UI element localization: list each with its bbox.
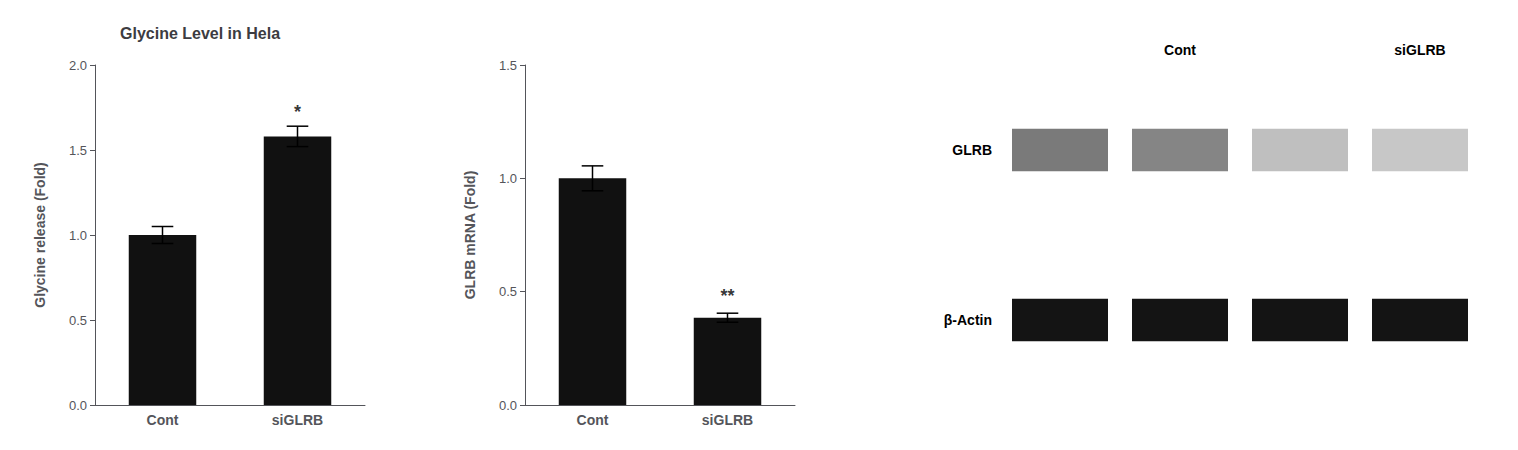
svg-text:*: * bbox=[294, 102, 301, 122]
svg-text:1.5: 1.5 bbox=[69, 143, 87, 158]
svg-text:siGLRB: siGLRB bbox=[272, 412, 323, 428]
svg-text:2.0: 2.0 bbox=[69, 58, 87, 73]
svg-text:1.0: 1.0 bbox=[69, 228, 87, 243]
svg-text:1.0: 1.0 bbox=[499, 171, 517, 186]
svg-text:**: ** bbox=[720, 286, 734, 306]
svg-text:Cont: Cont bbox=[1164, 42, 1196, 58]
svg-text:Cont: Cont bbox=[577, 412, 609, 428]
svg-text:GLRB mRNA (Fold): GLRB mRNA (Fold) bbox=[462, 171, 478, 300]
svg-text:Glycine release (Fold): Glycine release (Fold) bbox=[32, 162, 48, 308]
svg-text:0.5: 0.5 bbox=[69, 313, 87, 328]
svg-text:0.0: 0.0 bbox=[499, 398, 517, 413]
svg-text:Glycine Level in Hela: Glycine Level in Hela bbox=[120, 25, 280, 42]
svg-text:0.5: 0.5 bbox=[499, 284, 517, 299]
svg-text:GLRB: GLRB bbox=[952, 142, 992, 158]
svg-text:β-Actin: β-Actin bbox=[944, 312, 992, 328]
svg-text:0.0: 0.0 bbox=[69, 398, 87, 413]
svg-text:1.5: 1.5 bbox=[499, 58, 517, 73]
svg-text:siGLRB: siGLRB bbox=[702, 412, 753, 428]
svg-text:Cont: Cont bbox=[147, 412, 179, 428]
svg-text:siGLRB: siGLRB bbox=[1394, 42, 1445, 58]
